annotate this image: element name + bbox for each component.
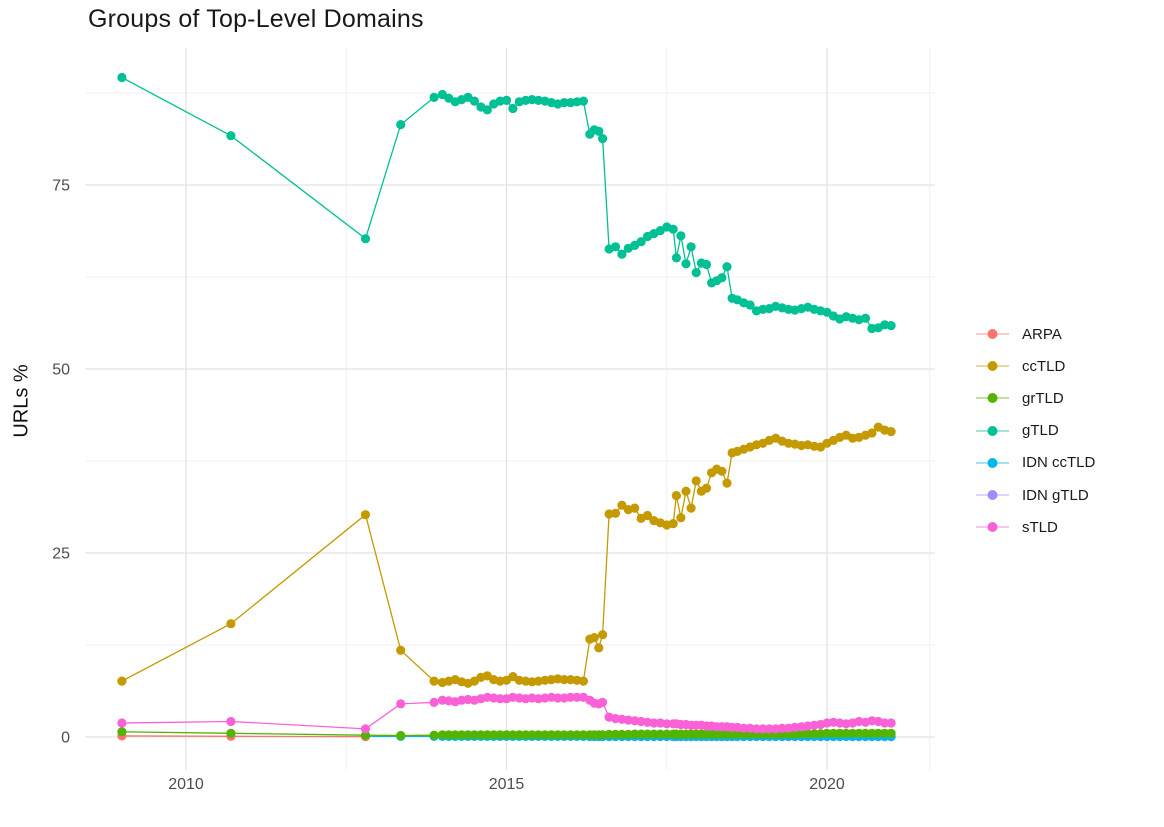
- legend-key-icon: [976, 490, 1009, 501]
- y-tick-label: 25: [52, 546, 70, 563]
- legend-label: grTLD: [1022, 389, 1064, 407]
- series-gtld: [117, 72, 896, 334]
- legend-label: ARPA: [1022, 325, 1062, 343]
- y-tick-label: 0: [61, 730, 70, 747]
- axis-tick-labels: 0 25 50 75 2010 2015 2020: [52, 178, 845, 794]
- legend-item-cctld: ccTLD: [976, 350, 1095, 382]
- legend-item-idn-cctld: IDN ccTLD: [976, 447, 1095, 479]
- gridlines-major: [85, 48, 935, 770]
- legend-item-stld: sTLD: [976, 511, 1095, 543]
- legend-item-gtld: gTLD: [976, 415, 1095, 447]
- series-stld: [117, 692, 896, 734]
- legend-key-icon: [976, 361, 1009, 372]
- series-grtld: [117, 727, 896, 741]
- x-tick-label: 2015: [489, 776, 525, 793]
- legend-key-icon: [976, 522, 1009, 533]
- y-tick-label: 75: [52, 178, 70, 195]
- chart-title: Groups of Top-Level Domains: [88, 5, 424, 33]
- legend-key-icon: [976, 425, 1009, 436]
- legend-item-idn-gtld: IDN gTLD: [976, 479, 1095, 511]
- legend-label: ccTLD: [1022, 357, 1066, 375]
- legend-key-icon: [976, 393, 1009, 404]
- gridlines-minor: [85, 48, 935, 770]
- legend-item-grtld: grTLD: [976, 382, 1095, 414]
- legend-item-arpa: ARPA: [976, 318, 1095, 350]
- legend-label: IDN gTLD: [1022, 486, 1089, 504]
- x-tick-label: 2010: [168, 776, 204, 793]
- legend-label: IDN ccTLD: [1022, 454, 1096, 472]
- x-tick-label: 2020: [809, 776, 845, 793]
- legend-label: gTLD: [1022, 422, 1059, 440]
- series-cctld: [117, 422, 896, 688]
- legend-key-icon: [976, 457, 1009, 468]
- legend-label: sTLD: [1022, 518, 1058, 536]
- y-tick-label: 50: [52, 362, 70, 379]
- legend: ARPA ccTLD grTLD gTLD IDN ccTLD IDN gTLD sTLD: [976, 318, 1095, 543]
- legend-key-icon: [976, 329, 1009, 340]
